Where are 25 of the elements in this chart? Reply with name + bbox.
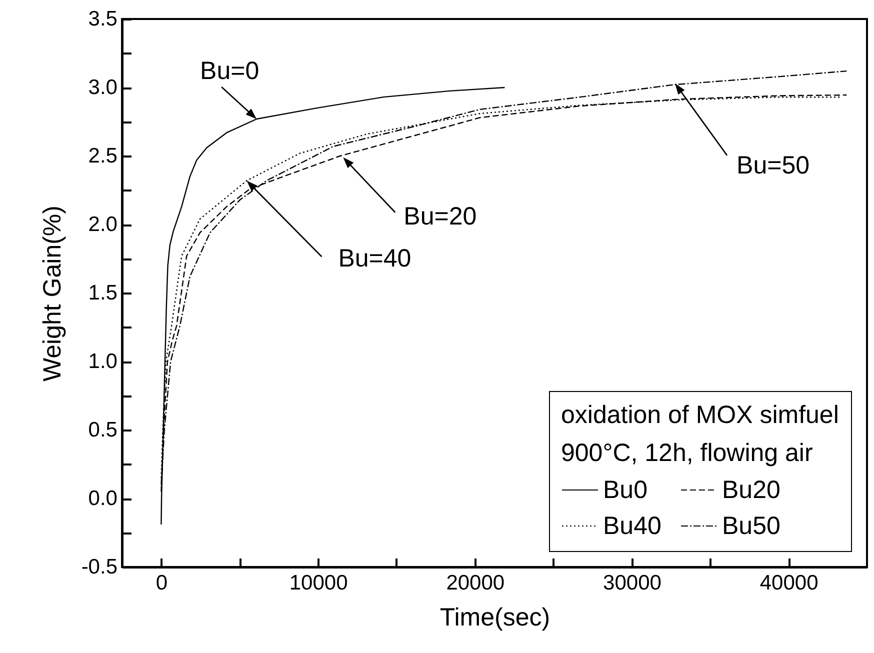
legend-title: oxidation of MOX simfuel 900°C, 12h, flowing air (561, 401, 839, 467)
legend-label: Bu20 (722, 476, 780, 504)
y-tick-label: 2.0 (88, 213, 118, 236)
x-tick-label: 40000 (760, 572, 818, 594)
x-axis-title: Time(sec) (440, 604, 550, 632)
annotation: Bu=20 (404, 202, 477, 230)
annotation: Bu=0 (200, 57, 260, 86)
y-axis-title: Weight Gain(%) (38, 206, 66, 382)
y-tick-label: 1.5 (88, 282, 118, 304)
x-tick-label: 30000 (603, 572, 662, 594)
y-tick-label: -0.5 (81, 556, 118, 578)
y-tick-label: 2.5 (88, 144, 118, 168)
annotation: Bu=50 (736, 151, 810, 180)
legend-label: Bu0 (603, 476, 648, 504)
legend-label: Bu40 (603, 512, 662, 540)
y-tick-label: 1.0 (88, 350, 118, 373)
annotation: Bu=40 (338, 244, 412, 273)
y-tick-label: 3.5 (88, 8, 118, 30)
x-tick-label: 0 (156, 572, 168, 594)
y-tick-label: 0.5 (88, 418, 118, 442)
y-tick-label: 3.0 (88, 76, 118, 99)
x-tick-label: 20000 (446, 572, 505, 594)
legend-label: Bu50 (722, 512, 780, 540)
x-tick-label: 10000 (289, 572, 348, 594)
y-tick-label: 0.0 (88, 487, 118, 510)
